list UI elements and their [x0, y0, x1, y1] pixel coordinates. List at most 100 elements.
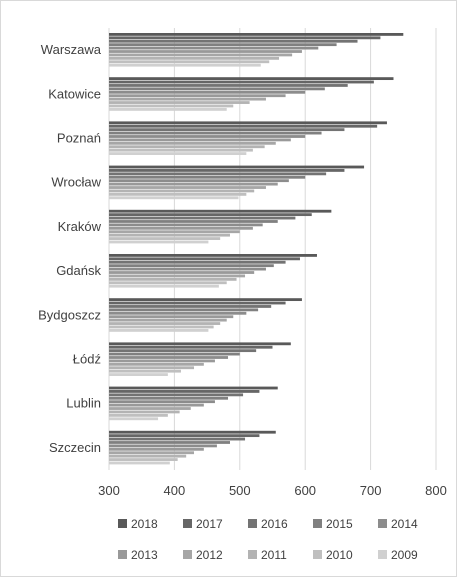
bar-Wrocław-2017	[109, 169, 345, 172]
category-label: Bydgoszcz	[38, 307, 101, 322]
category-label: Lublin	[66, 396, 101, 411]
bar-Warszawa-2009	[109, 63, 261, 67]
bar-Warszawa-2018	[109, 33, 404, 36]
bar-Łódź-2014	[109, 356, 229, 359]
legend-label: 2018	[131, 517, 158, 531]
bar-Szczecin-2012	[109, 451, 195, 455]
bar-Gdańsk-2012	[109, 274, 246, 278]
bar-Wrocław-2016	[109, 172, 327, 176]
bar-Poznań-2011	[109, 145, 265, 149]
legend-label: 2013	[131, 548, 158, 562]
bar-Bydgoszcz-2018	[109, 298, 302, 302]
legend: 2018 2017 2016 2015 2014 2013 2012 2011 2010 2009	[118, 517, 418, 562]
bar-Szczecin-2010	[109, 458, 178, 461]
bar-Łódź-2015	[109, 352, 240, 356]
bar-Katowice-2013	[109, 94, 286, 98]
category-label: Poznań	[57, 131, 101, 146]
bar-Szczecin-2017	[109, 434, 260, 438]
x-tick-label: 400	[164, 483, 186, 498]
bar-Katowice-2018	[109, 77, 394, 81]
legend-item-2015: 2015	[313, 517, 353, 531]
bar-Łódź-2012	[109, 362, 204, 366]
bar-Wrocław-2009	[109, 196, 239, 200]
bar-Poznań-2012	[109, 141, 276, 145]
bar-Wrocław-2018	[109, 165, 365, 169]
legend-label: 2010	[326, 548, 353, 562]
bar-Warszawa-2011	[109, 56, 280, 60]
bar-Łódź-2013	[109, 359, 215, 363]
category-labels: Warszawa Katowice Poznań Wrocław Kraków Gdańs…	[38, 42, 102, 455]
bar-Katowice-2017	[109, 80, 374, 84]
bar-Katowice-2009	[109, 107, 227, 111]
bar-Warszawa-2010	[109, 60, 270, 64]
legend-item-2011: 2011	[248, 548, 287, 562]
bar-Poznań-2014	[109, 135, 306, 138]
legend-swatch	[248, 550, 257, 559]
legend-item-2009: 2009	[378, 548, 418, 562]
legend-label: 2017	[196, 517, 223, 531]
bar-Lublin-2016	[109, 393, 244, 397]
bar-Lublin-2013	[109, 403, 204, 407]
bar-Kraków-2009	[109, 240, 209, 244]
bar-Wrocław-2012	[109, 186, 266, 189]
legend-item-2010: 2010	[313, 548, 353, 562]
bar-Bydgoszcz-2013	[109, 315, 234, 319]
bar-Gdańsk-2017	[109, 257, 300, 261]
category-label: Warszawa	[41, 42, 102, 57]
bar-Wrocław-2015	[109, 175, 306, 179]
bar-Gdańsk-2009	[109, 284, 219, 288]
legend-item-2012: 2012	[183, 548, 223, 562]
bar-Łódź-2009	[109, 373, 168, 376]
bar-Łódź-2011	[109, 366, 195, 370]
x-tick-label: 600	[294, 483, 316, 498]
bar-Kraków-2010	[109, 237, 221, 240]
bars	[109, 33, 404, 465]
bar-Szczecin-2013	[109, 447, 204, 451]
bar-Kraków-2011	[109, 233, 230, 237]
bar-Lublin-2009	[109, 417, 159, 421]
bar-Kraków-2018	[109, 209, 332, 213]
bar-Warszawa-2012	[109, 53, 293, 57]
bar-Lublin-2015	[109, 396, 229, 400]
bar-Lublin-2010	[109, 413, 168, 417]
bar-Lublin-2018	[109, 386, 278, 390]
bar-Wrocław-2011	[109, 189, 255, 193]
bar-Gdańsk-2011	[109, 277, 237, 281]
bar-Kraków-2012	[109, 230, 240, 234]
legend-item-2017: 2017	[183, 517, 223, 531]
bar-Bydgoszcz-2011	[109, 322, 221, 325]
bar-Wrocław-2010	[109, 192, 247, 196]
x-tick-label: 700	[360, 483, 382, 498]
bar-Katowice-2010	[109, 104, 234, 108]
bar-Szczecin-2018	[109, 430, 276, 434]
bar-Bydgoszcz-2017	[109, 301, 286, 305]
bar-Poznań-2013	[109, 138, 291, 142]
bar-Szczecin-2009	[109, 461, 170, 465]
legend-swatch	[183, 519, 192, 528]
bar-Poznań-2009	[109, 152, 247, 155]
bar-Lublin-2011	[109, 410, 180, 414]
legend-swatch	[183, 550, 192, 559]
bar-Lublin-2014	[109, 400, 215, 404]
legend-swatch	[378, 550, 387, 559]
bar-Kraków-2015	[109, 220, 278, 223]
legend-swatch	[313, 550, 322, 559]
legend-label: 2011	[261, 548, 287, 562]
bar-Bydgoszcz-2015	[109, 308, 259, 312]
bar-Łódź-2018	[109, 342, 291, 346]
bar-Wrocław-2014	[109, 179, 289, 183]
category-label: Łódź	[73, 352, 101, 367]
legend-swatch	[118, 550, 127, 559]
bar-Poznań-2010	[109, 148, 253, 152]
bar-Gdańsk-2013	[109, 271, 255, 274]
x-tick-label: 300	[98, 483, 120, 498]
bar-Katowice-2015	[109, 87, 325, 91]
bar-Bydgoszcz-2010	[109, 325, 214, 329]
bar-Warszawa-2016	[109, 39, 358, 43]
bar-Poznań-2017	[109, 124, 378, 128]
bar-Warszawa-2017	[109, 36, 381, 40]
bar-Poznań-2015	[109, 131, 322, 135]
category-label: Wrocław	[51, 175, 101, 190]
x-tick-label: 800	[425, 483, 447, 498]
